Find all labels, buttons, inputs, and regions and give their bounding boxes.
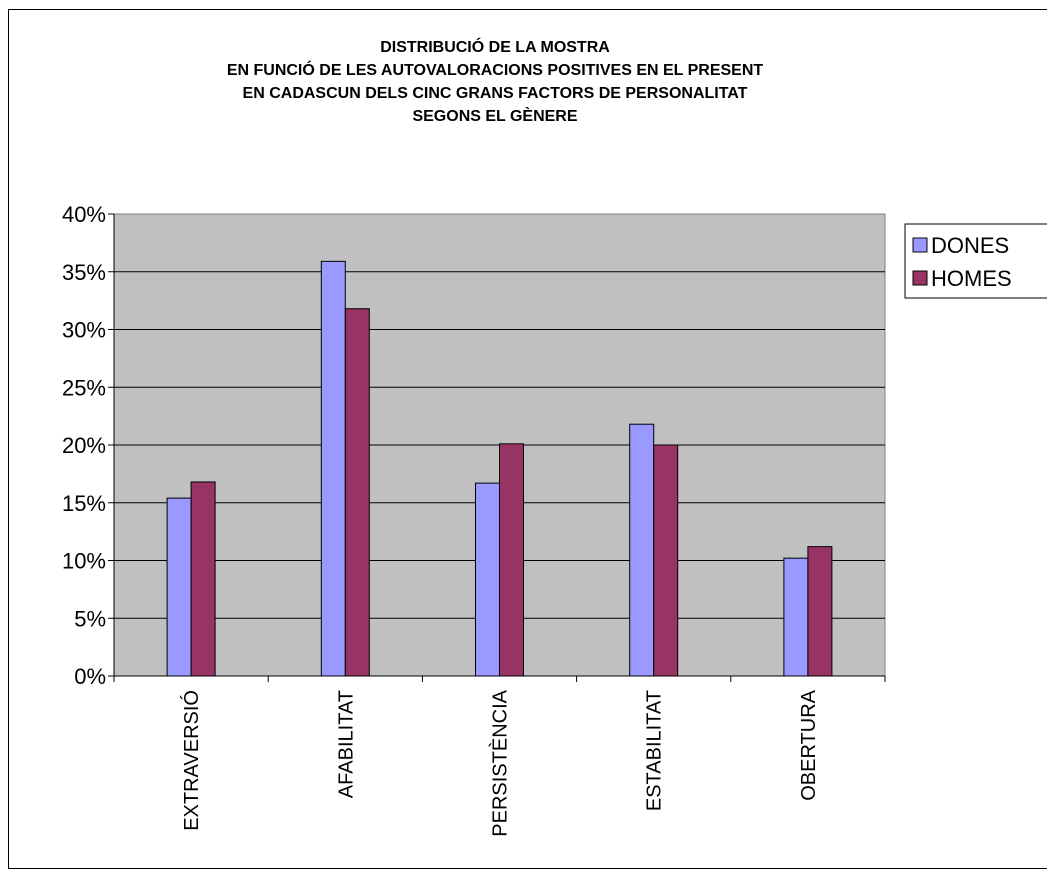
y-tick-labels: 0% 5% 10% 15% 20% 25% 30% 35% 40% <box>62 202 106 689</box>
y-tick-label: 25% <box>62 375 106 400</box>
bar-dones <box>475 482 500 677</box>
y-tick-label: 10% <box>62 549 106 574</box>
y-tick-label: 35% <box>62 260 106 285</box>
bar-homes <box>653 444 679 677</box>
x-tick-label: AFABILITAT <box>335 690 357 798</box>
x-tick-label: ESTABILITAT <box>644 690 666 811</box>
x-tick-label: OBERTURA <box>798 689 820 800</box>
legend-label-homes: HOMES <box>931 266 1012 291</box>
bar-homes <box>344 308 370 677</box>
bar-homes <box>807 546 833 677</box>
y-tick-label: 30% <box>62 318 106 343</box>
axes <box>108 213 886 682</box>
y-tick-label: 40% <box>62 202 106 227</box>
title-line-3: EN CADASCUN DELS CINC GRANS FACTORS DE P… <box>242 85 748 102</box>
legend-swatch-dones <box>912 237 928 253</box>
legend-box <box>904 223 1047 299</box>
bar-homes <box>499 443 524 677</box>
bar-dones <box>629 423 655 677</box>
legend-swatch-homes <box>912 270 928 286</box>
title-line-1: DISTRIBUCIÓ DE LA MOSTRA <box>380 39 610 56</box>
bar-dones <box>320 260 346 677</box>
y-tick-label: 0% <box>74 664 106 689</box>
title-line-2: EN FUNCIÓ DE LES AUTOVALORACIONS POSITIV… <box>226 62 764 79</box>
bar-dones <box>783 557 809 677</box>
bar-homes <box>190 481 216 677</box>
bar-dones <box>166 497 192 677</box>
x-tick-label: PERSISTÈNCIA <box>489 689 512 836</box>
chart-title: DISTRIBUCIÓ DE LA MOSTRA EN FUNCIÓ DE LE… <box>100 36 890 128</box>
x-tick-labels: EXTRAVERSIÓ AFABILITAT PERSISTÈNCIA ESTABIL… <box>180 689 820 836</box>
y-tick-label: 5% <box>74 606 106 631</box>
y-tick-label: 20% <box>62 433 106 458</box>
y-tick-label: 15% <box>62 491 106 516</box>
x-tick-label: EXTRAVERSIÓ <box>180 690 203 831</box>
legend: DONES HOMES <box>904 223 1047 299</box>
bars <box>166 260 833 677</box>
title-line-4: SEGONS EL GÈNERE <box>412 108 578 125</box>
legend-label-dones: DONES <box>931 233 1009 258</box>
